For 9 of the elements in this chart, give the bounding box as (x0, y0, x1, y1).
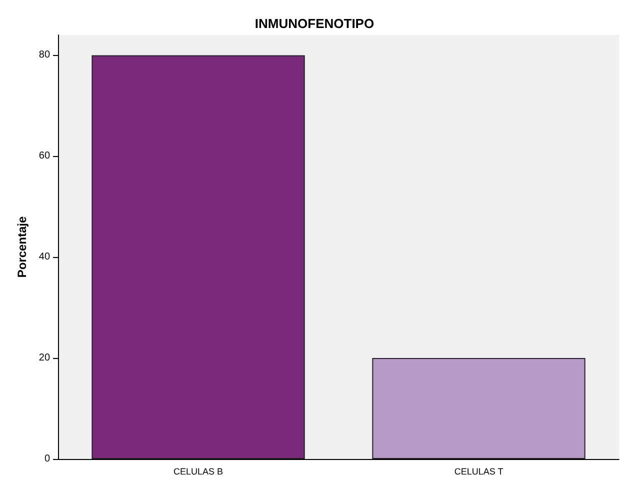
y-tick-label: 60 (38, 150, 50, 162)
x-tick-label: CELULAS B (174, 466, 224, 476)
y-tick-label: 0 (44, 454, 50, 464)
y-axis-title: Porcentaje (15, 216, 29, 278)
y-tick-label: 20 (38, 352, 50, 364)
chart-title: INMUNOFENOTIPO (254, 16, 374, 31)
y-tick-label: 40 (38, 252, 50, 263)
y-tick-label: 80 (38, 50, 50, 61)
x-tick-label: CELULAS T (454, 466, 504, 476)
